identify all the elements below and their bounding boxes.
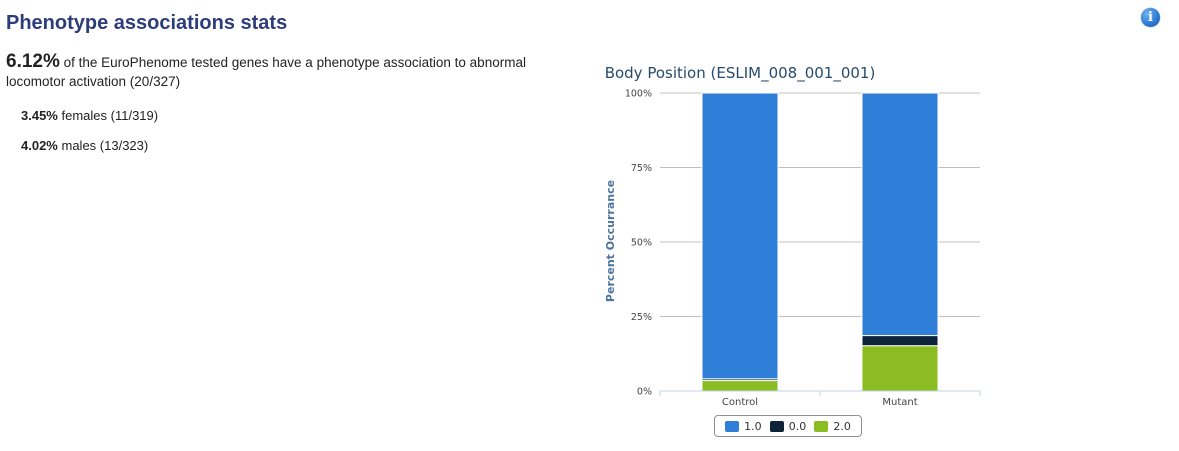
summary-stat: 6.12% of the EuroPhenome tested genes ha… — [6, 52, 576, 91]
section-title: Phenotype associations stats — [6, 12, 288, 34]
body-position-chart: Body Position (ESLIM_008_001_001) Percen… — [604, 64, 981, 405]
bar-segment[interactable] — [861, 335, 939, 347]
y-tick-label: 100% — [625, 89, 652, 100]
summary-text: of the EuroPhenome tested genes have a p… — [6, 55, 526, 89]
legend-item[interactable]: 2.0 — [814, 420, 851, 433]
y-tick-label: 50% — [631, 238, 652, 249]
axes: 0% 25% 50% 75% 100% Control Mutant — [625, 89, 981, 405]
legend-swatch — [814, 420, 829, 432]
legend-item[interactable]: 1.0 — [725, 420, 762, 433]
chart-legend: 1.0 0.0 2.0 — [714, 415, 862, 437]
y-tick-label: 0% — [637, 387, 652, 398]
x-tick-label: Mutant — [882, 397, 917, 405]
legend-item[interactable]: 0.0 — [769, 419, 807, 433]
male-text: males (13/323) — [61, 138, 149, 153]
female-text: females (11/319) — [61, 108, 159, 123]
bar-segment[interactable] — [701, 92, 779, 380]
male-percent: 4.02% — [21, 138, 58, 153]
bar-segment[interactable] — [701, 380, 779, 392]
legend-label: 1.0 — [744, 419, 762, 433]
summary-percent: 6.12% — [6, 51, 60, 72]
x-tick-label: Control — [722, 397, 758, 405]
legend-label: 0.0 — [788, 419, 807, 433]
y-tick-label: 25% — [631, 312, 652, 323]
y-axis-label: Percent Occurrance — [604, 180, 617, 302]
legend-label: 2.0 — [833, 419, 851, 433]
female-percent: 3.45% — [21, 108, 58, 123]
legend-swatch — [769, 420, 784, 432]
bars — [701, 92, 939, 392]
bar-segment[interactable] — [861, 345, 939, 392]
male-stat: 4.02% males (13/323) — [21, 138, 148, 153]
chart-title: Body Position (ESLIM_008_001_001) — [605, 64, 876, 83]
female-stat: 3.45% females (11/319) — [21, 108, 158, 123]
bar-segment[interactable] — [861, 92, 939, 337]
y-tick-label: 75% — [631, 163, 652, 174]
info-icon[interactable]: i — [1141, 8, 1160, 27]
legend-swatch — [725, 420, 740, 432]
